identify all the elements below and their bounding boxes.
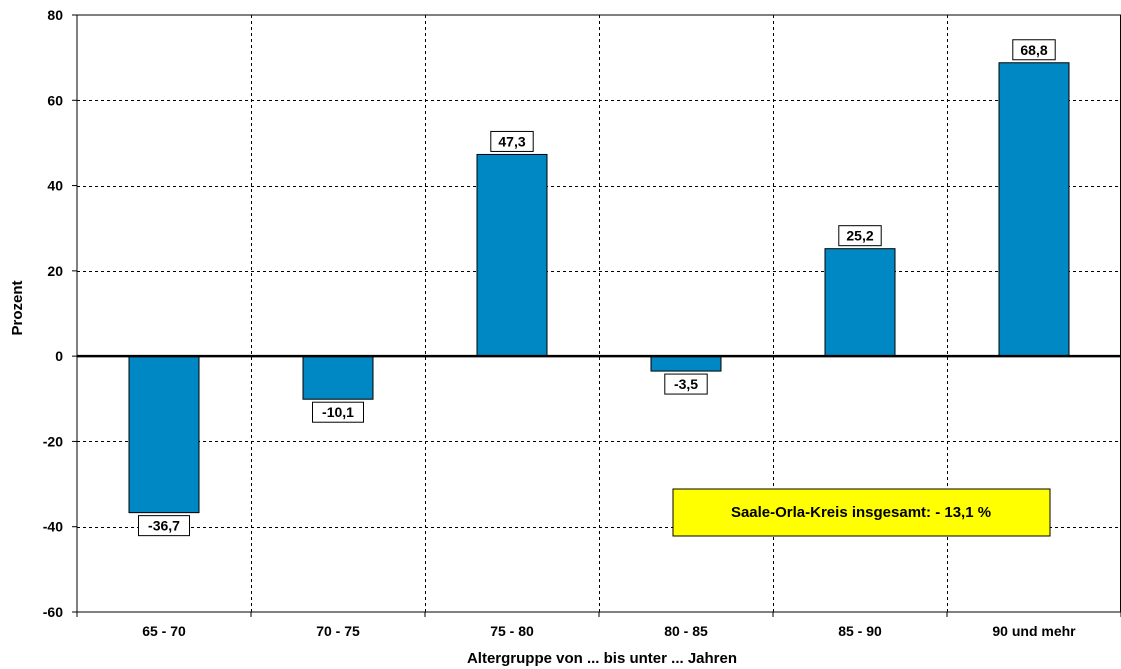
bar-1 <box>128 355 200 514</box>
data-label-box <box>312 401 364 423</box>
bar-6 <box>998 62 1070 357</box>
y-tick-label: 20 <box>47 263 63 279</box>
y-tick-label: 80 <box>47 7 63 23</box>
x-tick-label: 75 - 80 <box>490 623 534 639</box>
bar-4 <box>650 355 722 372</box>
x-tick-label: 80 - 85 <box>664 623 708 639</box>
bar-2 <box>302 355 374 400</box>
data-label-box <box>138 515 190 537</box>
y-tick-label: 0 <box>55 348 63 364</box>
data-label: 47,3 <box>498 133 525 149</box>
data-label-box <box>664 373 708 395</box>
bar-3 <box>476 153 548 357</box>
data-label-box <box>1012 39 1056 61</box>
data-label: 25,2 <box>846 228 873 244</box>
y-tick-label: 60 <box>47 92 63 108</box>
x-tick-label: 70 - 75 <box>316 623 360 639</box>
x-tick-label: 85 - 90 <box>838 623 882 639</box>
data-label: -36,7 <box>148 518 180 534</box>
y-tick-label: -40 <box>43 519 63 535</box>
data-label: -3,5 <box>674 376 698 392</box>
y-tick-label: 40 <box>47 178 63 194</box>
x-axis-ticks: 65 - 70 70 - 75 75 - 80 80 - 85 85 - 90 90 un… <box>76 612 1121 639</box>
y-axis-ticks: 80 60 40 20 0 -20 -40 -60 <box>43 7 77 620</box>
data-labels: -36,7 -10,1 47,3 -3,5 25,2 68,8 <box>138 39 1056 537</box>
bar-5 <box>824 248 896 357</box>
data-label: -10,1 <box>322 404 354 420</box>
x-tick-label: 90 und mehr <box>992 623 1076 639</box>
annotation-box: Saale-Orla-Kreis insgesamt: - 13,1 % <box>672 488 1051 537</box>
annotation-text: Saale-Orla-Kreis insgesamt: - 13,1 % <box>731 504 991 521</box>
data-label-box <box>490 130 534 152</box>
y-tick-label: -60 <box>43 604 63 620</box>
x-axis-title: Altergruppe von ... bis unter ... Jahren <box>467 650 737 667</box>
y-tick-label: -20 <box>43 433 63 449</box>
data-label-box <box>838 225 882 247</box>
y-axis-title: Prozent <box>9 280 26 335</box>
data-label: 68,8 <box>1020 42 1047 58</box>
x-tick-label: 65 - 70 <box>142 623 186 639</box>
